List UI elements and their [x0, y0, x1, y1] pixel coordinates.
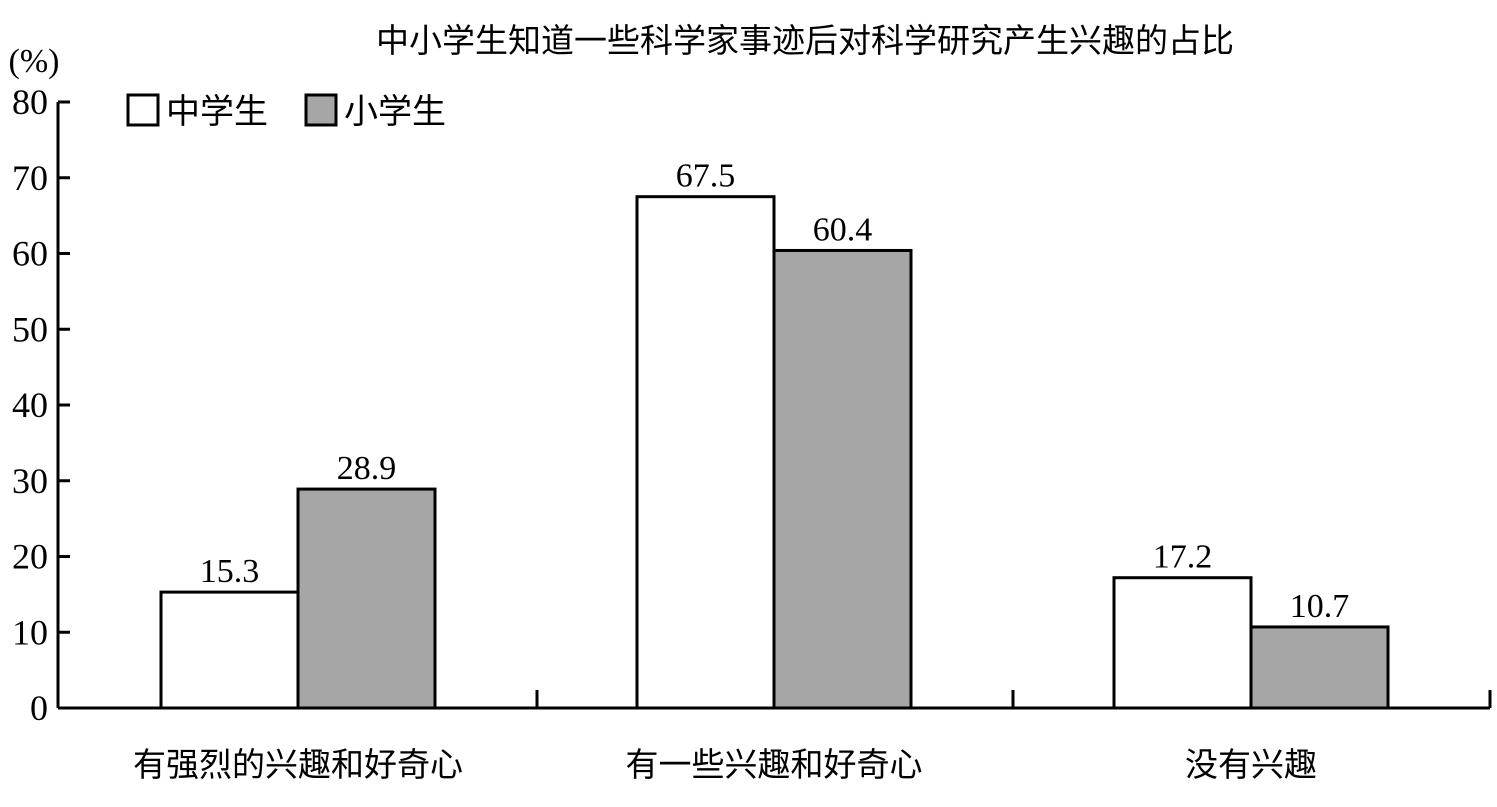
y-tick-label: 0	[30, 688, 48, 728]
legend-swatch	[126, 93, 160, 127]
legend-swatch	[304, 93, 338, 127]
bar-primary-school	[296, 487, 437, 710]
bar-middle-school	[635, 195, 776, 710]
y-tick-label: 40	[12, 385, 48, 425]
bar-middle-school	[1112, 576, 1253, 710]
y-tick-label: 60	[12, 234, 48, 274]
bar-value-label: 60.4	[813, 211, 873, 248]
y-tick-label: 50	[12, 309, 48, 349]
bar-primary-school	[1249, 625, 1390, 710]
bars: 15.3 67.5 17.2 28.9 60.4 10.7	[159, 158, 1390, 710]
bar-primary-school	[772, 248, 913, 710]
x-category-label: 有强烈的兴趣和好奇心	[133, 745, 463, 784]
y-tick-label: 30	[12, 461, 48, 501]
x-category-label: 有一些兴趣和好奇心	[626, 745, 923, 784]
bar-middle-school	[159, 590, 300, 710]
y-axis-unit-label: (%)	[9, 43, 60, 80]
bar-value-label: 17.2	[1153, 539, 1213, 576]
chart-title: 中小学生知道一些科学家事迹后对科学研究产生兴趣的占比	[376, 21, 1234, 60]
bar-value-label: 15.3	[200, 553, 260, 590]
axes: 0 10 20 30 40 50 60 70 80 有强烈的兴趣和好奇心 有一些兴趣和好奇心 没有兴趣	[12, 82, 1492, 784]
y-tick-label: 70	[12, 158, 48, 198]
y-tick-label: 20	[12, 537, 48, 577]
legend-label: 中学生	[166, 92, 268, 132]
x-category-label: 没有兴趣	[1185, 745, 1317, 784]
bar-value-label: 28.9	[337, 450, 397, 487]
y-tick-label: 80	[12, 82, 48, 122]
y-tick-label: 10	[12, 612, 48, 652]
bar-value-label: 10.7	[1290, 588, 1350, 625]
legend: 中学生 小学生	[126, 92, 446, 132]
bar-value-label: 67.5	[676, 158, 736, 195]
legend-label: 小学生	[344, 92, 446, 132]
